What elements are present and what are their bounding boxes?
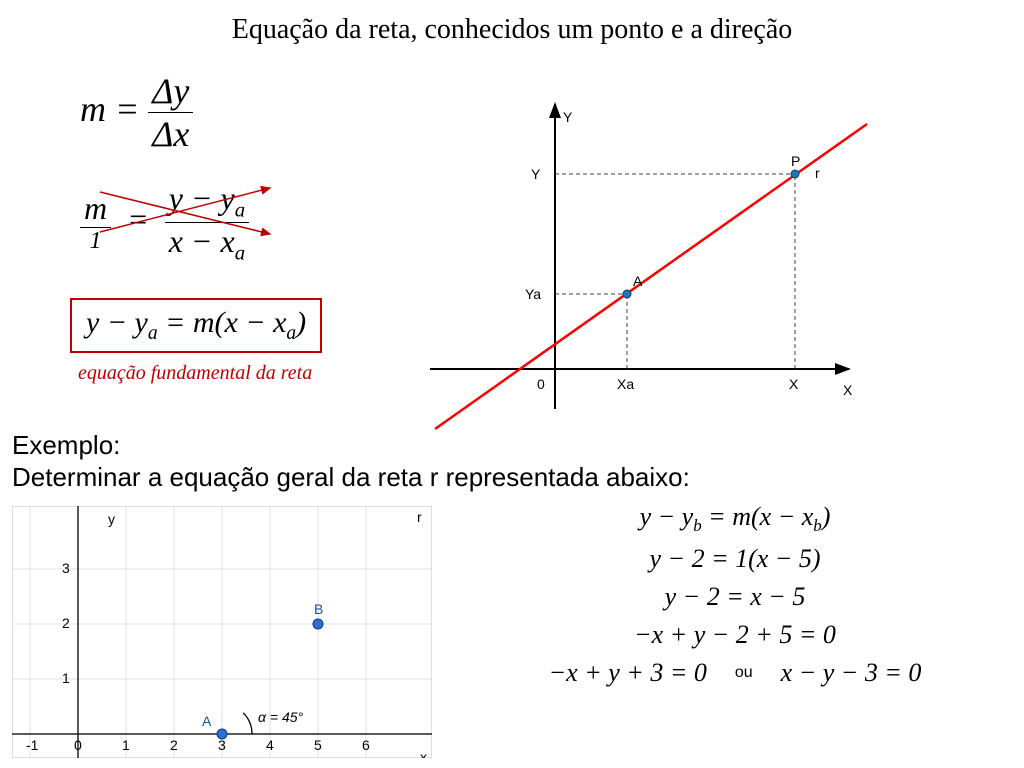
svg-text:2: 2 xyxy=(170,737,178,753)
eq-step-4: −x + y − 2 + 5 = 0 xyxy=(475,620,995,650)
svg-text:r: r xyxy=(417,509,422,525)
eq2-lhs-num: m xyxy=(80,190,111,227)
example-text: Determinar a equação geral da reta r rep… xyxy=(12,462,690,492)
example-label-row: Exemplo: xyxy=(12,430,1012,461)
eq2-rhs-den: x − x xyxy=(169,223,235,259)
svg-text:Y: Y xyxy=(563,109,573,125)
svg-text:4: 4 xyxy=(266,737,274,753)
equation-proportion: m 1 = y − ya x − xa xyxy=(80,180,249,266)
page-title: Equação da reta, conhecidos um ponto e a… xyxy=(0,14,1024,46)
eq2-mid: = xyxy=(119,201,157,237)
svg-text:2: 2 xyxy=(62,615,70,631)
equation-caption: equação fundamental da reta xyxy=(78,362,312,385)
eq2-rhs-den-sub: a xyxy=(235,242,245,265)
eq2-rhs-num-sub: a xyxy=(235,198,245,221)
eq2-rhs-num: y − y xyxy=(169,180,235,216)
svg-text:-1: -1 xyxy=(26,737,39,753)
svg-text:0: 0 xyxy=(74,737,82,753)
svg-text:1: 1 xyxy=(122,737,130,753)
svg-text:r: r xyxy=(815,165,820,181)
derivation-column: y − yb = m(x − xb) y − 2 = 1(x − 5) y − … xyxy=(475,502,995,688)
svg-text:A: A xyxy=(202,713,212,729)
svg-text:3: 3 xyxy=(62,560,70,576)
eq1-num: Δy xyxy=(148,70,193,112)
svg-text:A: A xyxy=(633,273,643,289)
equation-boxed: y − ya = m(x − xa) xyxy=(70,298,322,353)
eq-step-1: y − yb = m(x − xb) xyxy=(475,502,995,536)
example-text-row: Determinar a equação geral da reta r rep… xyxy=(12,462,1012,493)
svg-text:P: P xyxy=(791,153,800,169)
svg-text:Xa: Xa xyxy=(617,376,634,392)
eq1-lhs: m = xyxy=(80,89,139,129)
svg-text:0: 0 xyxy=(537,376,545,392)
svg-text:X: X xyxy=(843,382,853,398)
example-chart: -10123456123yxrABα = 45° xyxy=(12,506,432,758)
eq2-lhs-den: 1 xyxy=(80,227,111,255)
eq1-den: Δx xyxy=(148,112,193,155)
svg-text:B: B xyxy=(314,601,323,617)
svg-text:α = 45°: α = 45° xyxy=(258,709,304,725)
eq-step-3: y − 2 = x − 5 xyxy=(475,582,995,612)
concept-chart: Y X 0 Xa X Ya Y A Pr xyxy=(430,64,900,434)
svg-text:1: 1 xyxy=(62,670,70,686)
eq-step-5: −x + y + 3 = 0 xyxy=(549,658,707,688)
eq-alt: x − y − 3 = 0 xyxy=(781,658,922,688)
equation-slope: m = Δy Δx xyxy=(80,70,193,155)
ou-label: ou xyxy=(735,664,753,682)
svg-text:5: 5 xyxy=(314,737,322,753)
svg-text:6: 6 xyxy=(362,737,370,753)
example-label: Exemplo: xyxy=(12,430,120,460)
svg-text:x: x xyxy=(420,749,427,758)
svg-text:y: y xyxy=(108,511,115,527)
svg-text:Ya: Ya xyxy=(525,286,541,302)
svg-text:X: X xyxy=(789,376,799,392)
eq-step-2: y − 2 = 1(x − 5) xyxy=(475,544,995,574)
svg-text:Y: Y xyxy=(531,166,541,182)
